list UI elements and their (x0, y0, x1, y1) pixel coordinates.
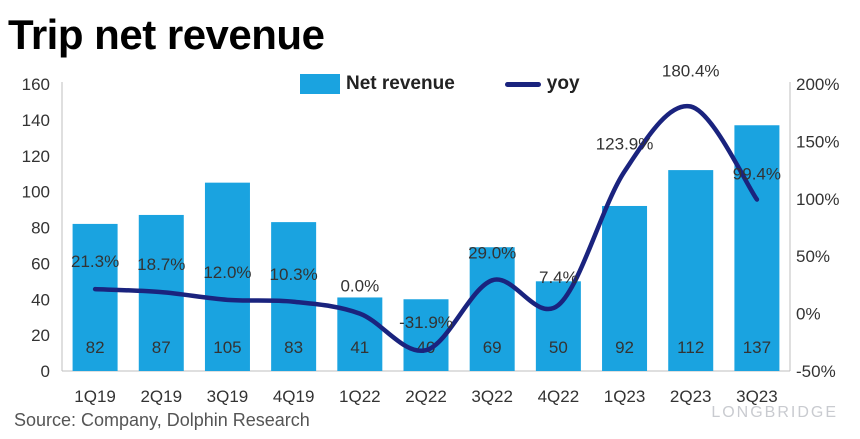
bar-value-label: 69 (483, 338, 502, 357)
x-tick-label: 3Q19 (207, 387, 249, 406)
x-tick-label: 2Q22 (405, 387, 447, 406)
y-tick-left-label: 160 (22, 75, 50, 94)
y-tick-left-label: 80 (31, 219, 50, 238)
bar-value-label: 87 (152, 338, 171, 357)
x-tick-label: 3Q22 (471, 387, 513, 406)
bar-value-label: 83 (284, 338, 303, 357)
bar-net-revenue (204, 182, 250, 371)
x-tick-label: 3Q23 (736, 387, 778, 406)
y-tick-left-label: 20 (31, 326, 50, 345)
bar-value-label: 41 (350, 338, 369, 357)
yoy-label: 0.0% (340, 277, 379, 296)
x-tick-label: 2Q23 (670, 387, 712, 406)
y-tick-left-label: 40 (31, 290, 50, 309)
yoy-label: 18.7% (137, 255, 185, 274)
legend-label-yoy: yoy (546, 73, 580, 94)
yoy-label: 99.4% (733, 164, 781, 183)
chart-title: Trip net revenue (8, 11, 325, 58)
bar-net-revenue (535, 281, 581, 371)
bar-net-revenue (668, 170, 714, 371)
bar-net-revenue (602, 205, 648, 371)
x-tick-label: 1Q19 (74, 387, 116, 406)
y-tick-left-label: 100 (22, 183, 50, 202)
y-tick-right-label: 100% (796, 190, 839, 209)
yoy-label: 29.0% (468, 243, 516, 262)
y-tick-right-label: 0% (796, 305, 821, 324)
bar-value-label: 112 (677, 338, 704, 357)
y-tick-left-label: 60 (31, 254, 50, 273)
yoy-label: -31.9% (399, 313, 453, 332)
x-tick-label: 4Q19 (273, 387, 315, 406)
bar-value-label: 137 (743, 338, 771, 357)
bar-value-label: 92 (615, 338, 634, 357)
yoy-line (92, 103, 760, 354)
y-tick-right-label: 50% (796, 247, 830, 266)
y-tick-left-label: 120 (22, 147, 50, 166)
bar-value-label: 82 (86, 338, 105, 357)
y-tick-right-label: 150% (796, 132, 839, 151)
legend-swatch-yoy (504, 81, 541, 87)
y-tick-left-label: 140 (22, 111, 50, 130)
yoy-label: 123.9% (596, 134, 654, 153)
y-tick-right-label: 200% (796, 75, 839, 94)
source-note: Source: Company, Dolphin Research (14, 410, 310, 430)
bar-value-label: 50 (549, 338, 568, 357)
bar-net-revenue (734, 125, 780, 371)
y-tick-right-label: -50% (796, 362, 836, 381)
bar-net-revenue (403, 299, 449, 371)
bar-value-label: 105 (213, 338, 241, 357)
legend-label-net-revenue: Net revenue (346, 73, 455, 94)
legend-swatch-net-revenue (300, 74, 340, 94)
x-tick-label: 1Q23 (604, 387, 646, 406)
yoy-label: 180.4% (662, 62, 720, 81)
chart-legend: Net revenue yoy (300, 73, 580, 95)
yoy-label: 12.0% (203, 263, 251, 282)
bar-net-revenue (72, 223, 118, 371)
x-tick-label: 2Q19 (140, 387, 182, 406)
y-tick-left-label: 0 (41, 362, 50, 381)
yoy-label: 10.3% (270, 265, 318, 284)
yoy-label: 21.3% (71, 252, 119, 271)
x-tick-label: 4Q22 (538, 387, 580, 406)
yoy-label: 7.4% (539, 268, 578, 287)
bar-net-revenue (271, 222, 317, 371)
bar-net-revenue (469, 247, 515, 371)
x-tick-label: 1Q22 (339, 387, 381, 406)
watermark: LONGBRIDGE (711, 404, 838, 421)
